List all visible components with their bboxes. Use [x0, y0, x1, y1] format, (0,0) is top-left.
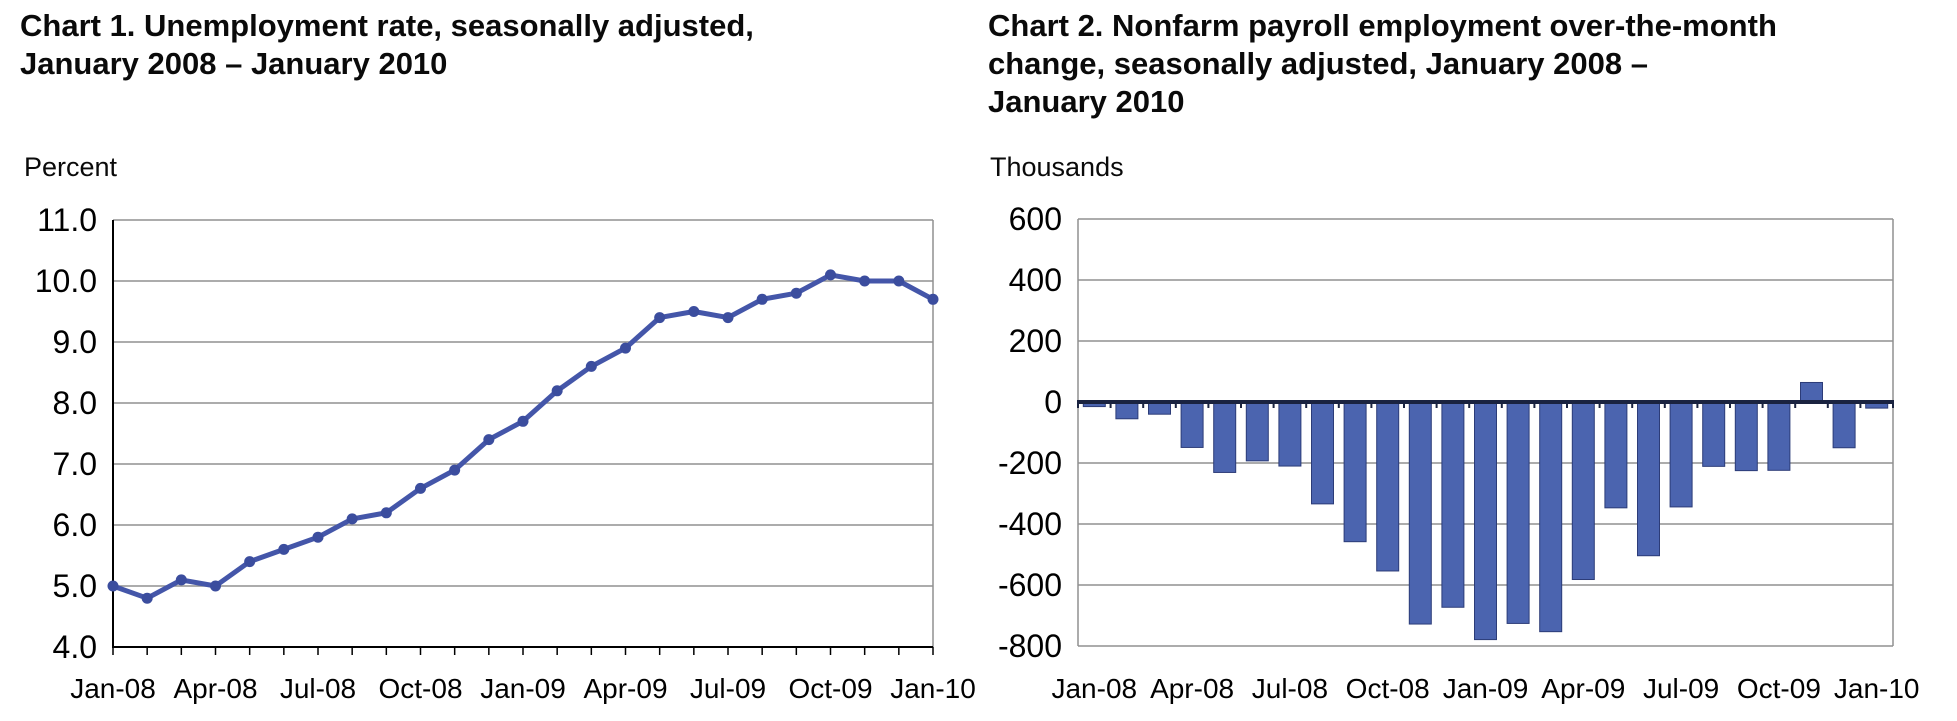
data-point-marker	[688, 306, 700, 317]
data-point-marker	[141, 592, 153, 604]
chart2-y-axis-unit-label: Thousands	[990, 152, 1124, 182]
y-axis-tick-label: 0	[1044, 384, 1062, 420]
y-axis-tick-label: 4.0	[53, 629, 97, 665]
data-point-marker	[654, 312, 666, 324]
chart1-title-line1: Chart 1. Unemployment rate, seasonally a…	[20, 8, 754, 43]
data-point-marker	[825, 269, 836, 281]
y-axis-tick-label: 600	[1009, 201, 1062, 237]
y-axis-tick-label: -800	[998, 628, 1062, 664]
y-axis-tick-label: 200	[1009, 323, 1062, 359]
y-axis-tick-label: 5.0	[53, 568, 97, 604]
data-point-marker	[790, 287, 802, 299]
x-axis-tick-label: Jan-08	[1051, 673, 1137, 704]
chart2-title-line2: change, seasonally adjusted, January 200…	[988, 46, 1648, 81]
data-point-marker	[517, 415, 529, 427]
payroll-change-bar	[1637, 401, 1660, 557]
x-axis-tick-label: Jul-08	[280, 673, 356, 704]
payroll-change-bar	[1734, 401, 1758, 472]
payroll-change-bar	[1604, 401, 1628, 509]
chart1-y-axis-unit-label: Percent	[24, 152, 118, 182]
payroll-change-bar	[1408, 401, 1432, 625]
y-axis-tick-label: 7.0	[53, 446, 97, 482]
data-point-marker	[927, 293, 939, 305]
x-axis-tick-label: Oct-09	[1737, 673, 1821, 704]
payroll-change-bar	[1180, 401, 1204, 448]
chart2-title-line3: January 2010	[988, 84, 1185, 119]
x-axis-tick-label: Apr-08	[1150, 673, 1234, 704]
payroll-change-bar	[1245, 401, 1269, 462]
payroll-change-bar	[1800, 381, 1823, 403]
data-point-marker	[756, 293, 768, 305]
data-point-marker	[859, 275, 871, 287]
y-axis-tick-label: 6.0	[53, 507, 97, 543]
y-axis-tick-label: 400	[1009, 262, 1062, 298]
data-point-marker	[449, 464, 461, 476]
y-axis-tick-label: -400	[998, 506, 1062, 542]
y-axis-tick-label: -200	[998, 445, 1062, 481]
unemployment-rate-line	[110, 272, 936, 601]
payroll-change-bar	[1278, 401, 1302, 467]
payroll-change-bar	[1506, 401, 1530, 624]
y-axis-tick-label: -600	[998, 567, 1062, 603]
y-axis-tick-label: 8.0	[53, 385, 97, 421]
x-axis-tick-label: Jan-08	[70, 673, 156, 704]
x-axis-tick-label: Jan-09	[480, 673, 566, 704]
x-axis-tick-label: Apr-09	[583, 673, 667, 704]
chart2-title: Chart 2. Nonfarm payroll employment over…	[988, 7, 1777, 121]
payroll-change-bar	[1376, 401, 1400, 572]
data-point-marker	[244, 556, 256, 568]
y-axis-tick-label: 10.0	[35, 263, 97, 299]
data-point-marker	[722, 312, 734, 324]
data-point-marker	[415, 482, 426, 494]
y-axis-tick-label: 9.0	[53, 324, 97, 360]
payroll-change-bar	[1441, 401, 1465, 608]
x-axis-tick-label: Apr-09	[1541, 673, 1625, 704]
payroll-change-bar	[1474, 401, 1497, 641]
payroll-change-bar	[1213, 401, 1237, 473]
x-axis-tick-label: Jan-10	[890, 673, 976, 704]
payroll-change-bar	[1669, 401, 1693, 508]
data-point-marker	[175, 574, 187, 586]
x-axis-tick-label: Jul-08	[1252, 673, 1328, 704]
data-point-marker	[210, 580, 221, 592]
x-axis-tick-label: Jul-09	[1643, 673, 1719, 704]
payroll-change-bar	[1539, 401, 1563, 633]
data-point-marker	[585, 360, 597, 372]
payroll-change-bar	[1767, 401, 1791, 471]
x-axis-tick-label: Jul-09	[690, 673, 766, 704]
x-axis-tick-label: Jan-10	[1834, 673, 1920, 704]
x-axis-tick-label: Jan-09	[1443, 673, 1529, 704]
x-axis-tick-label: Oct-08	[1346, 673, 1430, 704]
chart2-title-line1: Chart 2. Nonfarm payroll employment over…	[988, 8, 1777, 43]
chart1-title: Chart 1. Unemployment rate, seasonally a…	[20, 7, 754, 83]
data-point-marker	[312, 531, 324, 543]
payroll-change-bar	[1115, 401, 1139, 420]
chart1-title-line2: January 2008 – January 2010	[20, 46, 448, 81]
x-axis-tick-label: Oct-09	[788, 673, 872, 704]
payroll-change-bar	[1702, 401, 1726, 467]
data-point-marker	[346, 513, 358, 525]
data-point-marker	[483, 434, 495, 446]
x-axis-tick-label: Oct-08	[378, 673, 462, 704]
data-point-marker	[893, 275, 905, 287]
data-point-marker	[107, 580, 119, 592]
y-axis-tick-label: 11.0	[37, 202, 97, 238]
payroll-change-bar	[1571, 401, 1595, 581]
payroll-change-bar	[1311, 401, 1334, 505]
x-axis-tick-label: Apr-08	[173, 673, 257, 704]
data-point-marker	[551, 385, 563, 397]
data-point-marker	[380, 507, 392, 519]
payroll-change-bar	[1343, 401, 1367, 543]
data-point-marker	[278, 543, 290, 555]
data-point-marker	[620, 342, 631, 354]
payroll-change-bar	[1832, 401, 1856, 449]
